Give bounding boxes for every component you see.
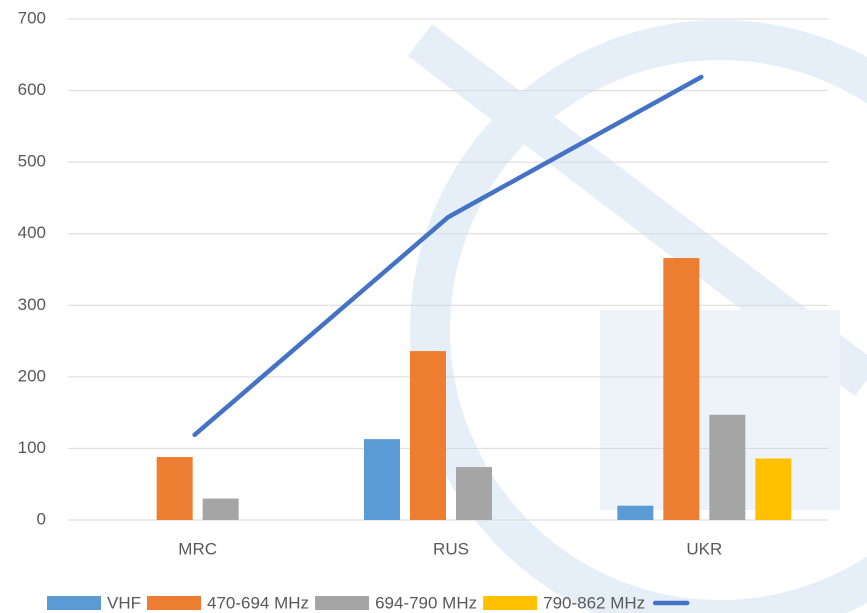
bar	[755, 458, 791, 520]
y-tick-label: 300	[18, 295, 46, 314]
y-tick-label: 100	[18, 438, 46, 457]
bar	[456, 467, 492, 520]
legend-swatch	[483, 596, 537, 610]
legend-label: 790-862 MHz	[543, 593, 645, 612]
y-tick-label: 700	[18, 8, 46, 27]
legend-label: 694-790 MHz	[375, 593, 477, 612]
x-tick-label: MRC	[178, 539, 217, 558]
y-tick-label: 200	[18, 366, 46, 385]
watermark	[420, 40, 867, 613]
bar	[203, 499, 239, 520]
legend-label: 470-694 MHz	[207, 593, 309, 612]
legend-swatch	[315, 596, 369, 610]
chart: 0 100 200 300 400 500 600 700 MRC RUS UKR VHF 470-69…	[0, 0, 867, 613]
legend-label: VHF	[107, 593, 141, 612]
bar	[410, 351, 446, 520]
page: 0 100 200 300 400 500 600 700 MRC RUS UKR VHF 470-69…	[0, 0, 867, 613]
x-tick-label: RUS	[433, 539, 469, 558]
y-tick-label: 400	[18, 223, 46, 242]
bar	[157, 457, 193, 520]
legend-swatch	[47, 596, 101, 610]
y-tick-label: 500	[18, 152, 46, 171]
y-tick-label: 600	[18, 80, 46, 99]
bar	[709, 415, 745, 520]
y-tick-label: 0	[37, 509, 46, 528]
x-tick-label: UKR	[686, 539, 722, 558]
legend-swatch	[147, 596, 201, 610]
bar	[617, 506, 653, 520]
bar	[364, 439, 400, 520]
bar	[663, 258, 699, 520]
